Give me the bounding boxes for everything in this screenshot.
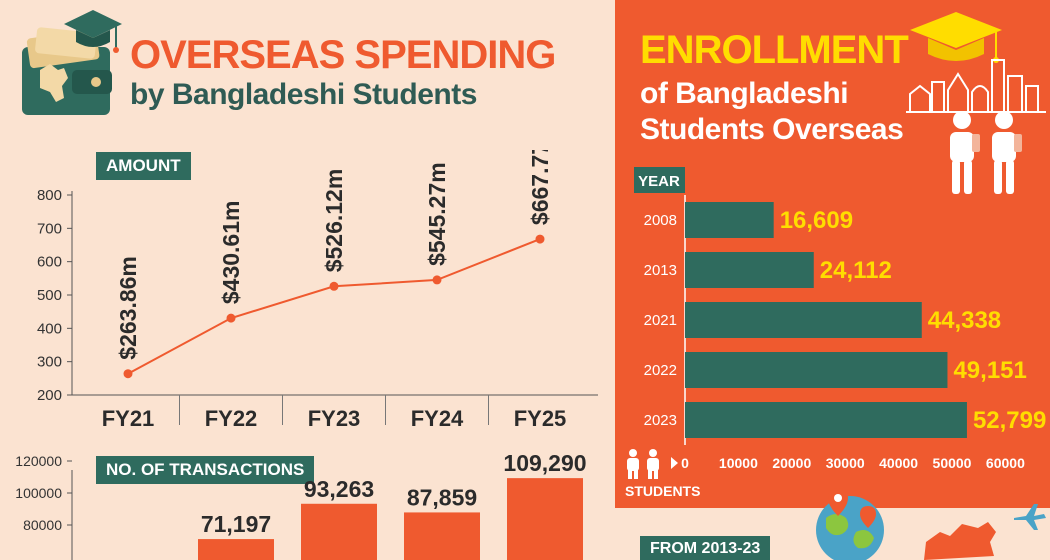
- enrollment-bar: [685, 202, 774, 238]
- enrollment-bar: [685, 402, 967, 438]
- enrollment-x-tick-label: 0: [681, 455, 689, 471]
- enrollment-x-tick-label: 40000: [879, 455, 918, 471]
- right-title-line2: of Bangladeshi: [640, 77, 849, 110]
- enrollment-x-tick-label: 50000: [933, 455, 972, 471]
- transactions-data-label: 109,290: [503, 455, 586, 476]
- amount-point: [123, 369, 133, 379]
- transactions-bar: [404, 512, 480, 560]
- enrollment-year-label: 2013: [644, 262, 677, 279]
- amount-x-tick-label: FY24: [411, 406, 464, 431]
- enrollment-x-tick-label: 30000: [826, 455, 865, 471]
- year-header-box: [634, 167, 685, 193]
- enrollment-data-label: 52,799: [973, 407, 1046, 434]
- wallet-map-icon: [22, 27, 112, 115]
- amount-data-label: $545.27m: [424, 162, 450, 266]
- amount-data-label: $263.86m: [115, 256, 141, 360]
- enrollment-bar-chart: YEAR 2008 16,609 2013 24,112 2021 44,338 2022 49…: [625, 167, 1046, 499]
- transactions-chart-title: NO. OF TRANSACTIONS: [96, 456, 315, 484]
- enrollment-data-label: 49,151: [953, 357, 1026, 384]
- airplane-icon: [1014, 504, 1046, 530]
- enrollment-x-label: STUDENTS: [625, 483, 700, 499]
- enrollment-bar: [685, 302, 922, 338]
- enrollment-x-tick-label: 10000: [719, 455, 758, 471]
- enrollment-bar: [685, 252, 814, 288]
- transactions-bar-chart: 80000 100000 120000 71,197 93,263 87,859 109,2…: [15, 455, 587, 560]
- amount-y-tick-label: 200: [37, 387, 62, 404]
- students-icon: [950, 111, 1022, 194]
- amount-x-tick-label: FY22: [205, 406, 258, 431]
- students-axis-icon: [627, 449, 659, 479]
- right-title-line1: ENROLLMENT: [640, 28, 909, 72]
- enrollment-data-label: 16,609: [780, 207, 853, 234]
- amount-y-tick-label: 700: [37, 220, 62, 237]
- amount-y-tick-label: 600: [37, 254, 62, 271]
- axis-arrow-icon: [671, 457, 678, 469]
- right-title-line3: Students Overseas: [640, 113, 904, 146]
- amount-y-tick-label: 300: [37, 354, 62, 371]
- enrollment-year-label: 2023: [644, 412, 677, 429]
- amount-point: [432, 275, 442, 285]
- transactions-bar: [301, 503, 377, 560]
- enrollment-year-label: 2021: [644, 312, 677, 329]
- amount-point: [535, 234, 545, 244]
- amount-line-chart: 200 300 400 500 600 700 800 FY21 $263.86m FY22 $43…: [37, 150, 598, 431]
- transactions-data-label: 93,263: [304, 476, 374, 502]
- amount-data-label: $526.12m: [321, 169, 347, 273]
- city-skyline-icon: [906, 12, 1046, 113]
- amount-point: [329, 281, 339, 291]
- amount-x-tick-label: FY21: [102, 406, 155, 431]
- transactions-y-tick-label: 100000: [15, 485, 62, 501]
- amount-y-tick-label: 800: [37, 187, 62, 204]
- enrollment-data-label: 24,112: [820, 257, 892, 284]
- left-title-line1: OVERSEAS SPENDING: [130, 33, 556, 77]
- amount-point: [226, 313, 236, 323]
- enrollment-x-tick-label: 60000: [986, 455, 1025, 471]
- transactions-y-tick-label: 80000: [23, 517, 62, 533]
- year-header: YEAR: [638, 173, 680, 190]
- amount-data-label: $430.61m: [218, 201, 244, 305]
- enrollment-bar: [685, 352, 948, 388]
- amount-x-tick-label: FY23: [308, 406, 361, 431]
- transactions-data-label: 71,197: [201, 511, 271, 537]
- amount-y-tick-label: 500: [37, 287, 62, 304]
- map-shape-icon: [924, 522, 996, 560]
- enrollment-year-label: 2022: [644, 362, 677, 379]
- transactions-bar: [198, 539, 274, 560]
- amount-x-tick-label: FY25: [514, 406, 567, 431]
- transactions-data-label: 87,859: [407, 484, 477, 510]
- enrollment-data-label: 44,338: [928, 307, 1001, 334]
- transactions-y-tick-label: 120000: [15, 455, 62, 469]
- graduation-cap-icon: [64, 10, 122, 53]
- from-label: FROM 2013-23: [640, 536, 771, 560]
- globe-pins-icon: [816, 488, 884, 560]
- enrollment-year-label: 2008: [644, 212, 677, 229]
- amount-chart-title: AMOUNT: [96, 152, 191, 180]
- left-title-line2: by Bangladeshi Students: [130, 78, 477, 111]
- enrollment-x-tick-label: 20000: [772, 455, 811, 471]
- transactions-bar: [507, 478, 583, 560]
- amount-data-label: $667.77m: [527, 150, 553, 225]
- amount-y-tick-label: 400: [37, 320, 62, 337]
